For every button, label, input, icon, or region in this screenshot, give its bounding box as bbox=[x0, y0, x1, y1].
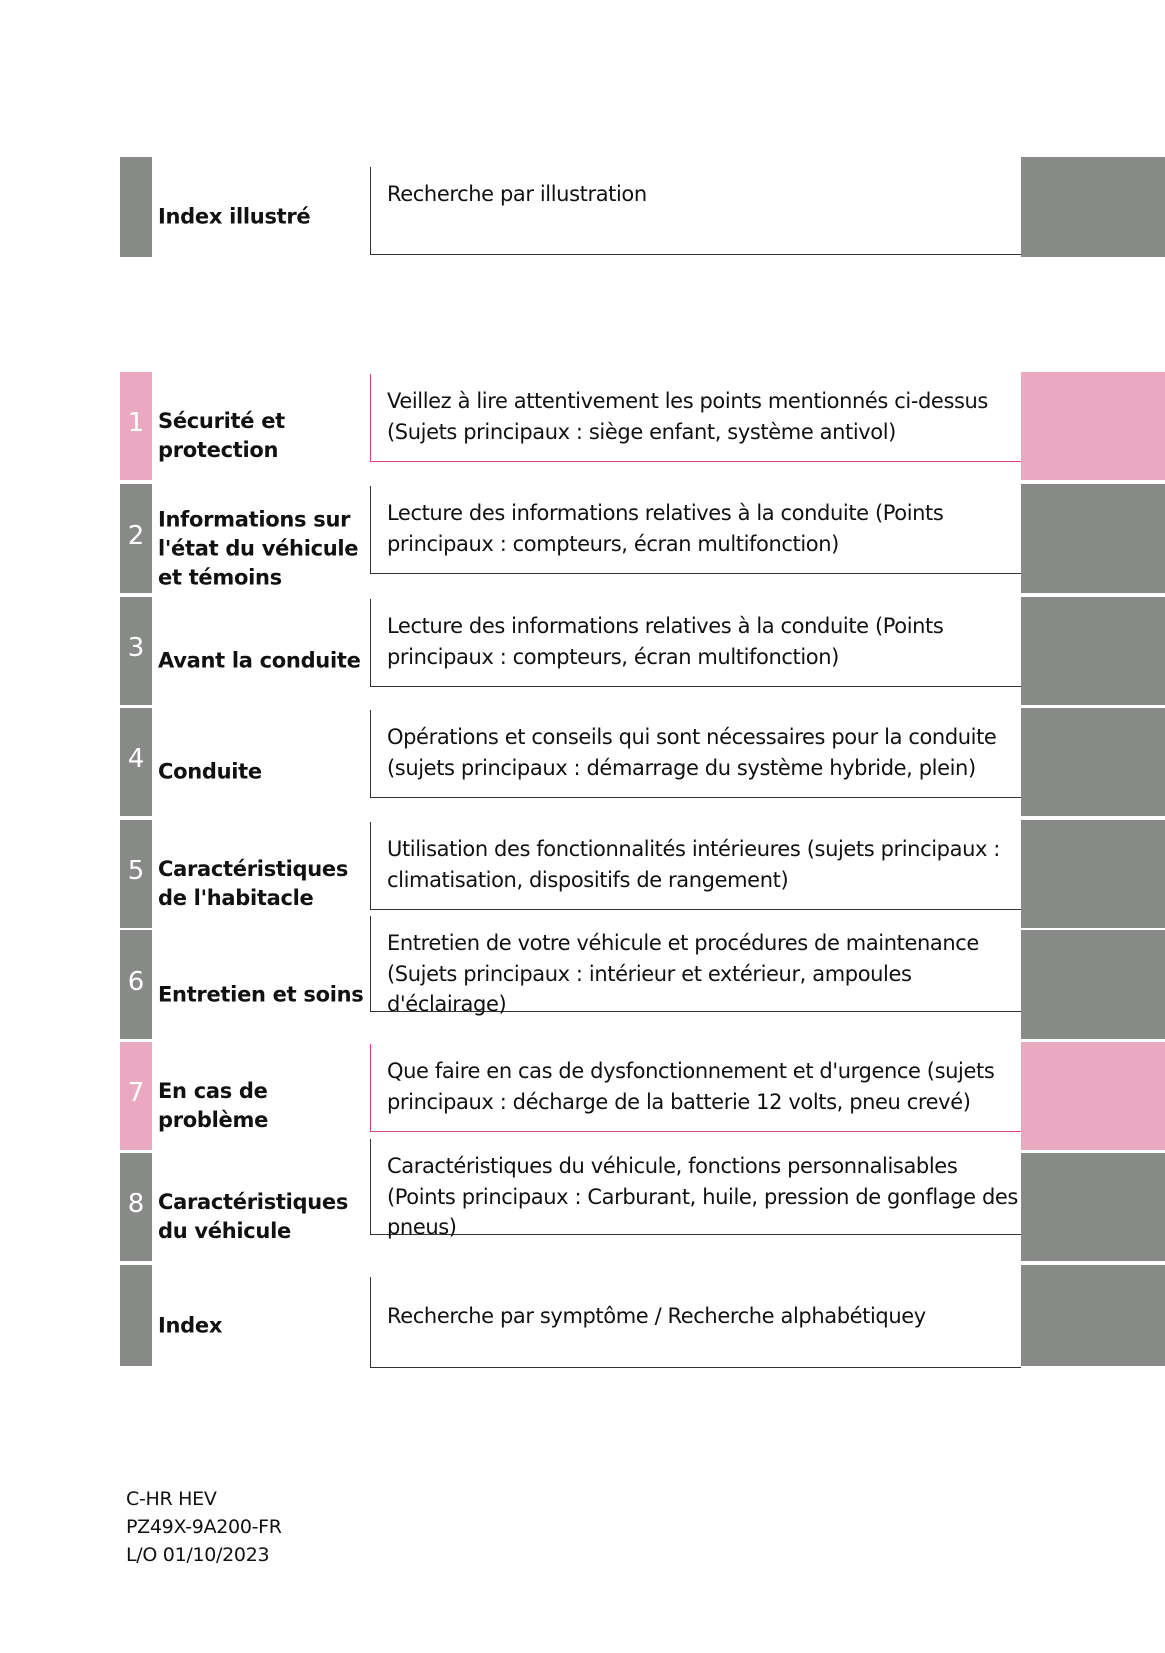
section-description: Caractéristiques du véhicule, fonctions … bbox=[387, 1154, 1018, 1239]
section-row[interactable]: 7 En cas de problème Que faire en cas de… bbox=[0, 1042, 1165, 1150]
section-tab-right[interactable] bbox=[1021, 820, 1165, 928]
section-row[interactable]: 5 Caractéristiques de l'habitacle Utilis… bbox=[0, 820, 1165, 928]
section-tab-left bbox=[120, 708, 152, 816]
section-tab-left bbox=[120, 930, 152, 1039]
section-description: Recherche par illustration bbox=[387, 182, 647, 206]
section-description: Entretien de votre véhicule et procédure… bbox=[387, 931, 979, 1016]
section-frame bbox=[370, 916, 1021, 1012]
section-frame bbox=[370, 1277, 1021, 1368]
section-frame bbox=[370, 374, 1021, 462]
section-title[interactable]: Index illustré bbox=[158, 204, 311, 229]
section-tab-left bbox=[120, 597, 152, 705]
section-title[interactable]: Informations sur l'état du véhicule et t… bbox=[158, 507, 359, 589]
section-tab-left bbox=[120, 157, 152, 257]
section-tab-left bbox=[120, 1265, 152, 1366]
section-tab-right[interactable] bbox=[1021, 597, 1165, 705]
section-description: Utilisation des fonctionnalités intérieu… bbox=[387, 837, 1000, 892]
section-row[interactable]: 8 Caractéristiques du véhicule Caractéri… bbox=[0, 1139, 1165, 1261]
section-number: 7 bbox=[127, 1078, 145, 1108]
footer-code: PZ49X-9A200-FR bbox=[126, 1516, 282, 1538]
section-row[interactable]: 6 Entretien et soins Entretien de votre … bbox=[0, 916, 1165, 1039]
section-number: 8 bbox=[127, 1189, 145, 1219]
section-frame bbox=[370, 710, 1021, 798]
section-tab-right[interactable] bbox=[1021, 372, 1165, 480]
section-title[interactable]: Index bbox=[158, 1313, 223, 1337]
section-row[interactable]: Index Recherche par symptôme / Recherche… bbox=[0, 1265, 1165, 1368]
section-description: Lecture des informations relatives à la … bbox=[387, 614, 944, 669]
section-tab-right[interactable] bbox=[1021, 1265, 1165, 1366]
section-number: 6 bbox=[127, 966, 145, 997]
section-tab-left bbox=[120, 1153, 152, 1261]
section-row[interactable]: 3 Avant la conduite Lecture des informat… bbox=[0, 597, 1165, 705]
section-description: Opérations et conseils qui sont nécessai… bbox=[387, 725, 997, 780]
section-tab-right[interactable] bbox=[1021, 1153, 1165, 1261]
section-row[interactable]: 4 Conduite Opérations et conseils qui so… bbox=[0, 708, 1165, 816]
section-title[interactable]: Entretien et soins bbox=[158, 982, 364, 1006]
section-description: Lecture des informations relatives à la … bbox=[387, 501, 944, 556]
section-title[interactable]: Caractéristiques du véhicule bbox=[158, 1190, 349, 1243]
section-tab-right[interactable] bbox=[1021, 484, 1165, 593]
section-tab-left bbox=[120, 372, 152, 480]
section-title[interactable]: Caractéristiques de l'habitacle bbox=[158, 857, 349, 910]
section-tab-right[interactable] bbox=[1021, 157, 1165, 257]
section-row[interactable]: 1 Sécurité et protection Veillez à lire … bbox=[0, 372, 1165, 480]
section-row[interactable]: Index illustré Recherche par illustratio… bbox=[0, 157, 1165, 257]
section-row[interactable]: 2 Informations sur l'état du véhicule et… bbox=[0, 484, 1165, 593]
section-number: 2 bbox=[127, 520, 145, 551]
section-tab-left bbox=[120, 820, 152, 928]
section-tab-right[interactable] bbox=[1021, 930, 1165, 1039]
section-frame bbox=[370, 167, 1021, 255]
footer-date: L/O 01/10/2023 bbox=[126, 1544, 270, 1566]
section-tab-left bbox=[120, 1042, 152, 1150]
section-description: Recherche par symptôme / Recherche alpha… bbox=[387, 1304, 926, 1328]
section-description: Veillez à lire attentivement les points … bbox=[387, 389, 988, 444]
footer: C-HR HEV PZ49X-9A200-FR L/O 01/10/2023 bbox=[126, 1485, 282, 1569]
footer-model: C-HR HEV bbox=[126, 1488, 217, 1510]
section-frame bbox=[370, 822, 1021, 910]
section-frame bbox=[370, 599, 1021, 687]
section-title[interactable]: Avant la conduite bbox=[158, 648, 361, 673]
section-tab-right[interactable] bbox=[1021, 708, 1165, 816]
section-title[interactable]: En cas de problème bbox=[158, 1079, 269, 1132]
section-tab-right[interactable] bbox=[1021, 1042, 1165, 1150]
section-description: Que faire en cas de dysfonctionnement et… bbox=[387, 1059, 995, 1114]
section-tab-left bbox=[120, 484, 152, 593]
section-title[interactable]: Conduite bbox=[158, 759, 262, 784]
section-frame bbox=[370, 1044, 1021, 1132]
section-number: 5 bbox=[127, 856, 145, 886]
section-number: 3 bbox=[127, 633, 145, 663]
section-number: 1 bbox=[127, 408, 145, 438]
section-title[interactable]: Sécurité et protection bbox=[158, 409, 285, 462]
section-frame bbox=[370, 486, 1021, 574]
section-frame bbox=[370, 1139, 1021, 1235]
section-number: 4 bbox=[127, 744, 145, 774]
